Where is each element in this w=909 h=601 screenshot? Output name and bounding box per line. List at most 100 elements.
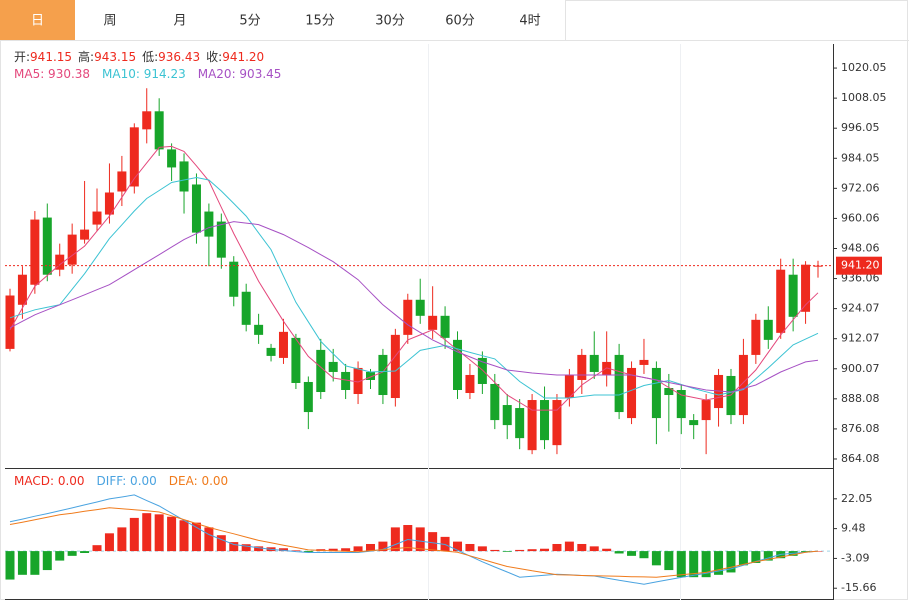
candle-body (415, 299, 425, 316)
macd-bar (254, 546, 264, 552)
candle-body (465, 374, 475, 394)
tab-bg[interactable] (145, 0, 215, 40)
macd-bar (515, 549, 525, 552)
candle-body (527, 400, 537, 451)
candle-body (564, 374, 574, 399)
tab-bg[interactable] (0, 0, 75, 40)
y-tick-label: 960.06 (841, 211, 880, 224)
candle-body (403, 299, 413, 335)
tab-bg[interactable] (215, 0, 285, 40)
candle-body (92, 211, 102, 225)
candle-body (788, 274, 798, 317)
macd-bar (303, 551, 313, 553)
candle-body (751, 319, 761, 355)
tab-label[interactable]: 4时 (519, 14, 540, 29)
readout-value: 941.20 (222, 50, 264, 64)
tab-label[interactable]: 15分 (305, 14, 335, 29)
candle-body (67, 234, 77, 265)
candle-body (117, 171, 127, 192)
candle-body (651, 367, 661, 419)
candle-body (303, 381, 313, 413)
y-tick-label: 948.06 (841, 241, 880, 254)
macd-bar (751, 551, 761, 563)
tab[interactable]: 60分 (425, 0, 496, 40)
macd-bar (142, 513, 152, 552)
tab-bg[interactable] (355, 0, 425, 40)
candle-body (726, 375, 736, 416)
candle-body (552, 400, 562, 446)
candle-body (5, 295, 15, 349)
macd-bar (5, 551, 15, 580)
tab[interactable]: 月 (145, 0, 216, 40)
tab-bg[interactable] (425, 0, 495, 40)
candle-body (390, 334, 400, 399)
readout-name: 收: (206, 50, 222, 64)
macd-bar (104, 533, 114, 552)
candle-body (55, 254, 65, 270)
candle-body (490, 383, 500, 421)
last-price-tag (836, 256, 882, 275)
y-tick-label: 1020.05 (841, 61, 887, 74)
tab-label[interactable]: 60分 (445, 14, 475, 29)
candle-body (278, 331, 288, 358)
macd-bar (167, 516, 177, 552)
tab-label[interactable]: 周 (103, 14, 116, 29)
candle-body (341, 371, 351, 391)
macd-legend: MACD: 0.00 (14, 474, 85, 488)
candle-body (453, 339, 463, 391)
macd-bar (614, 551, 624, 554)
candle-body (627, 367, 637, 419)
y-tick-label: 864.08 (841, 452, 880, 465)
macd-bar (651, 551, 661, 566)
macd-bar (17, 551, 27, 575)
macd-bar (602, 548, 612, 552)
macd-bar (328, 548, 338, 552)
y-tick-label: 876.08 (841, 422, 880, 435)
macd-legend: DIFF: 0.00 (97, 474, 157, 488)
candle-body (216, 221, 226, 258)
tab[interactable]: 30分 (355, 0, 426, 40)
macd-bar (453, 541, 463, 552)
candle-body (80, 229, 90, 240)
y-tick-label: 996.05 (841, 121, 880, 134)
macd-bar (55, 551, 65, 561)
candle-body (266, 347, 276, 356)
macd-bar (216, 535, 226, 552)
candle-body (191, 184, 201, 233)
candle-body (254, 324, 264, 335)
tab[interactable]: 日 (0, 0, 76, 40)
macd-bar (465, 543, 475, 552)
macd-readout: MACD: 0.00 DIFF: 0.00 DEA: 0.00 (14, 474, 228, 488)
macd-bar (30, 551, 40, 575)
tab-label[interactable]: 5分 (239, 14, 260, 29)
tab-label[interactable]: 月 (173, 14, 186, 29)
candle-body (614, 354, 624, 413)
macd-bar (179, 520, 189, 552)
tab-bg[interactable] (75, 0, 145, 40)
tab-bg[interactable] (285, 0, 355, 40)
macd-bar (42, 551, 52, 571)
macd-bar (353, 546, 363, 552)
tab[interactable]: 周 (75, 0, 146, 40)
candle-body (515, 408, 525, 439)
macd-bar (129, 517, 139, 552)
macd-bar (403, 525, 413, 552)
tab-label[interactable]: 30分 (375, 14, 405, 29)
tab-label[interactable]: 日 (31, 14, 44, 29)
ma-line (9, 145, 819, 411)
candle-body (142, 111, 152, 130)
tab-bg[interactable] (495, 0, 565, 40)
tab[interactable]: 5分 (215, 0, 286, 40)
macd-bar (738, 551, 748, 566)
tab[interactable]: 15分 (285, 0, 356, 40)
macd-bar (676, 551, 686, 578)
candle-body (291, 337, 301, 383)
candle-body (701, 400, 711, 421)
tab[interactable]: 4时 (495, 0, 566, 40)
readout-name: 低: (142, 50, 158, 64)
candle-body (229, 261, 239, 297)
candle-body (639, 359, 649, 365)
candle-body (30, 219, 40, 285)
